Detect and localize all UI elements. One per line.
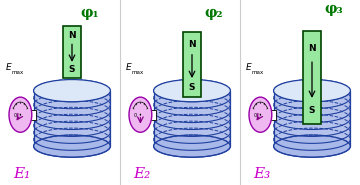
Circle shape xyxy=(20,114,21,116)
Circle shape xyxy=(9,97,32,132)
Text: E₂: E₂ xyxy=(133,167,150,181)
Bar xyxy=(151,110,156,120)
Text: max: max xyxy=(12,70,24,75)
Text: $E$: $E$ xyxy=(5,61,13,72)
Bar xyxy=(303,31,321,124)
Text: S: S xyxy=(189,83,195,92)
Bar xyxy=(31,110,36,120)
Text: S: S xyxy=(309,106,315,115)
Ellipse shape xyxy=(33,80,111,102)
Bar xyxy=(271,110,276,120)
Text: φ₃: φ₃ xyxy=(324,2,343,16)
Text: $E$: $E$ xyxy=(245,61,252,72)
Circle shape xyxy=(129,97,152,132)
Ellipse shape xyxy=(154,135,230,157)
Circle shape xyxy=(260,114,261,116)
Bar xyxy=(63,26,81,78)
Text: 0: 0 xyxy=(133,113,136,118)
Text: max: max xyxy=(132,70,144,75)
Polygon shape xyxy=(274,91,350,146)
Circle shape xyxy=(140,114,141,116)
Polygon shape xyxy=(154,91,230,146)
Polygon shape xyxy=(33,91,111,146)
Text: max: max xyxy=(252,70,264,75)
Text: N: N xyxy=(308,44,316,53)
Text: E₃: E₃ xyxy=(253,167,270,181)
Ellipse shape xyxy=(154,80,230,102)
Ellipse shape xyxy=(274,135,350,157)
Text: N: N xyxy=(68,31,76,40)
Text: φ₂: φ₂ xyxy=(204,6,223,20)
Text: N: N xyxy=(188,40,196,48)
Text: S: S xyxy=(69,65,75,74)
Ellipse shape xyxy=(274,80,350,102)
Text: φ₁: φ₁ xyxy=(81,6,99,20)
Text: E₁: E₁ xyxy=(13,167,30,181)
Text: $E$: $E$ xyxy=(125,61,132,72)
Bar xyxy=(183,32,201,97)
Ellipse shape xyxy=(33,135,111,157)
Text: 0: 0 xyxy=(13,113,16,118)
Circle shape xyxy=(249,97,272,132)
Text: 0: 0 xyxy=(253,113,256,118)
